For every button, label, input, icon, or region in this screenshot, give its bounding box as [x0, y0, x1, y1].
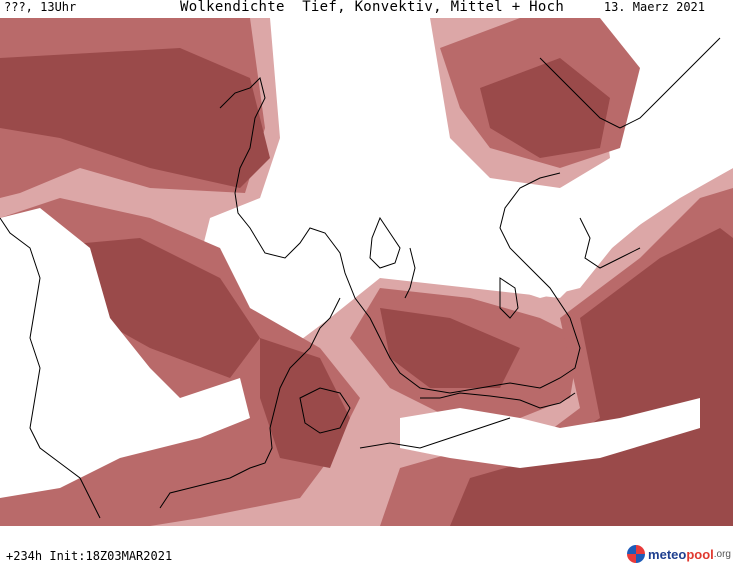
logo-text-meteo: meteo: [648, 546, 687, 562]
date-label: 13. Maerz 2021: [603, 0, 705, 14]
cloud-dense-layer: [0, 48, 733, 526]
footer-bar: +234h Init:18Z03MAR2021 meteo pool .org: [0, 526, 733, 566]
logo-text-org: .org: [713, 548, 731, 560]
meteopool-logo[interactable]: meteo pool .org: [627, 545, 731, 563]
logo-text-pool: pool: [686, 546, 714, 562]
cloud-map: [0, 18, 733, 526]
header-bar: ???, 13Uhr Wolkendichte Tief, Konvektiv,…: [0, 0, 733, 20]
forecast-run-label: +234h Init:18Z03MAR2021: [6, 549, 173, 563]
clear-sky-areas: [0, 18, 733, 498]
meteopool-logo-icon: [627, 545, 646, 563]
map-title: Wolkendichte Tief, Konvektiv, Mittel + H…: [180, 0, 565, 15]
coastlines: [0, 37, 721, 519]
day-time-label: ???, 13Uhr: [4, 0, 77, 14]
cloud-map-svg: [0, 18, 733, 526]
